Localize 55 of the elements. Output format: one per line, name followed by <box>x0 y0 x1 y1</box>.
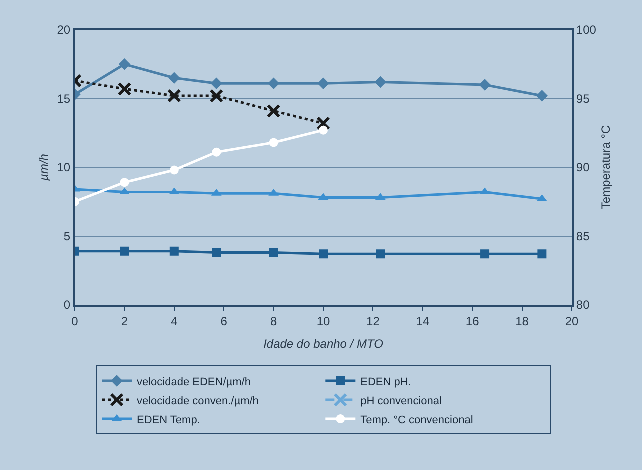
point <box>170 166 179 175</box>
point <box>536 90 548 102</box>
point <box>374 76 387 88</box>
point <box>210 89 224 103</box>
point <box>269 138 278 148</box>
x-tick-label: 18 <box>516 314 530 328</box>
point <box>316 116 330 130</box>
legend-label: Temp. °C convencional <box>360 414 474 426</box>
point <box>319 126 328 135</box>
y-tick-label: 5 <box>64 229 71 244</box>
point <box>168 72 180 84</box>
x-tick-label: 12 <box>366 314 380 328</box>
point <box>120 246 130 256</box>
y-axis-title: µm/h <box>37 154 52 181</box>
legend-label: velocidade EDEN/µm/h <box>137 376 251 388</box>
x-tick-label: 4 <box>171 314 178 328</box>
point <box>266 104 281 118</box>
x-tick-label: 16 <box>466 314 480 328</box>
x-tick-label: 14 <box>416 314 430 328</box>
legend-label: pH convencional <box>360 395 442 408</box>
legend-label: velocidade conven./µm/h <box>137 395 259 408</box>
x-tick-label: 10 <box>316 314 330 328</box>
legend-label: EDEN Temp. <box>137 414 200 426</box>
point <box>480 250 490 259</box>
x-tick-label: 6 <box>220 314 228 328</box>
y-tick-label: 15 <box>57 92 71 106</box>
y2-tick-label: 95 <box>576 92 590 106</box>
legend-label: EDEN pH. <box>360 376 412 388</box>
point <box>318 78 330 90</box>
point <box>170 246 179 256</box>
point <box>212 248 222 258</box>
x-tick-label: 20 <box>565 314 579 328</box>
x-tick-label: 8 <box>270 314 278 328</box>
point <box>538 250 547 259</box>
y-tick-label: 20 <box>57 23 71 38</box>
point <box>319 250 328 259</box>
y2-tick-label: 100 <box>576 23 597 38</box>
x-axis-title: Idade do banho / MTO <box>264 336 384 351</box>
y2-tick-label: 90 <box>576 160 590 175</box>
point <box>210 78 222 90</box>
point <box>268 78 280 90</box>
point <box>120 178 130 188</box>
y2-axis-title: Temperatura °C <box>599 125 614 210</box>
point <box>376 250 386 259</box>
point <box>118 58 131 70</box>
point <box>212 148 222 157</box>
y-tick-label: 10 <box>57 160 71 175</box>
point <box>118 82 132 96</box>
x-tick-label: 2 <box>121 314 128 328</box>
point <box>269 248 278 258</box>
y2-tick-label: 85 <box>576 229 590 244</box>
point <box>167 89 182 103</box>
point <box>479 79 491 91</box>
y-tick-label: 0 <box>64 298 71 312</box>
y2-tick-label: 80 <box>576 298 590 312</box>
